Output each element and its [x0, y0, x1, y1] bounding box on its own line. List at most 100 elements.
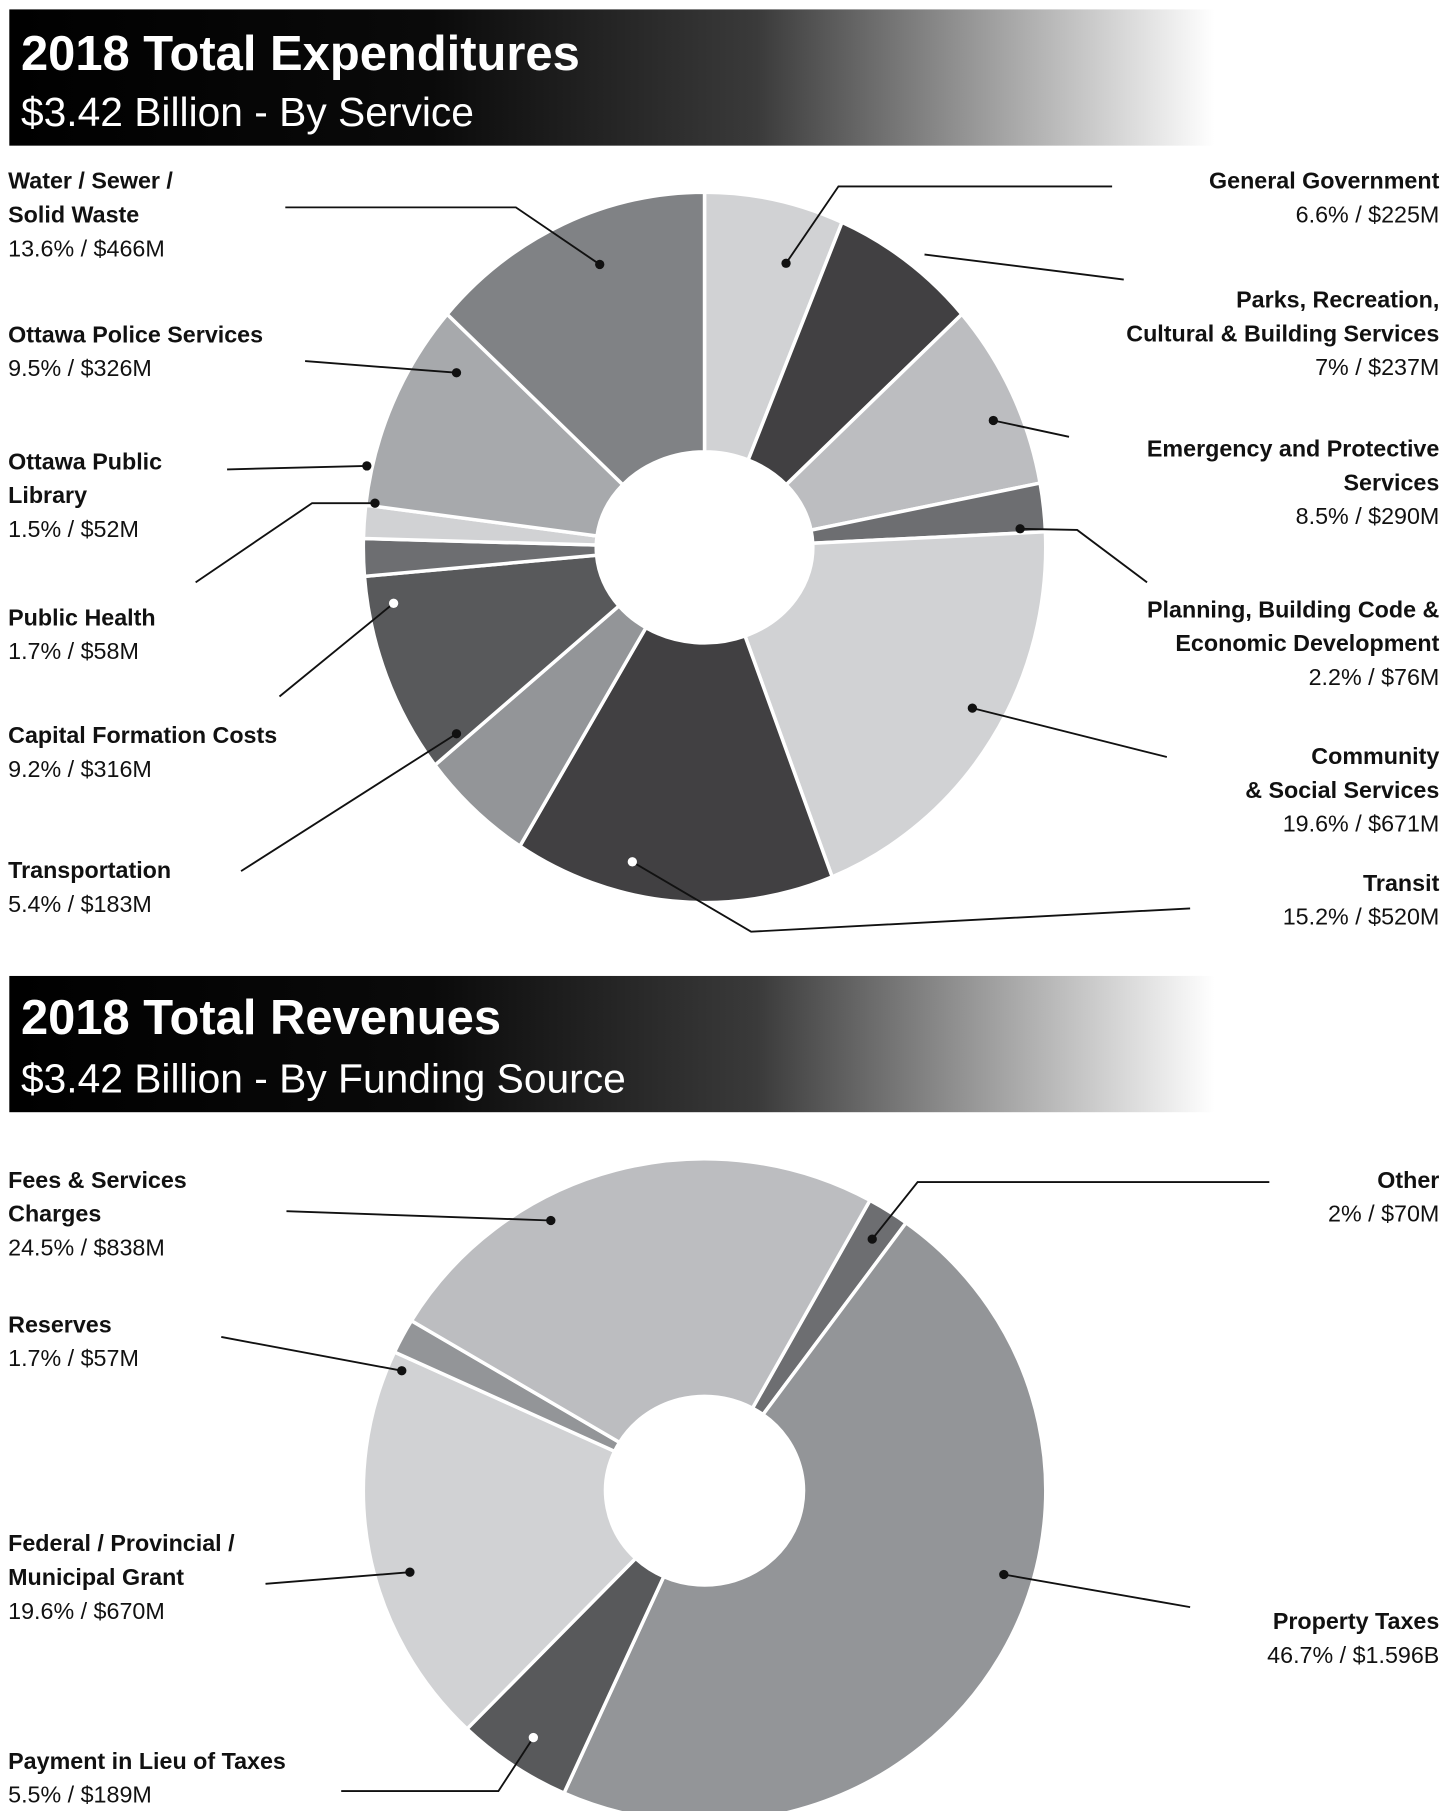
leader-line: [1020, 527, 1148, 584]
slice-value: 6.6% / $225M: [1296, 202, 1440, 228]
leader-line: [227, 464, 367, 471]
leader-dot: [999, 1569, 1009, 1580]
revenues-labels: Other 2% / $70M Property Taxes 46.7% / $1.5…: [8, 1167, 1439, 1808]
revenues-title: 2018 Total Revenues: [21, 991, 501, 1045]
label-capital-formation-costs: Capital Formation Costs 9.2% / $316M: [8, 722, 277, 782]
slice-name: Water / Sewer /: [8, 168, 173, 194]
leader-dot: [595, 259, 605, 270]
leader-line: [265, 1571, 410, 1585]
slice-name: Economic Development: [1175, 630, 1439, 656]
label-ottawa-public-library: Ottawa Public Library 1.5% / $52M: [8, 448, 162, 542]
leader-dot: [867, 1234, 877, 1244]
slice-value: 5.5% / $189M: [8, 1782, 152, 1808]
label-emergency-and-protective-services: Emergency and Protective Services 8.5% / $…: [1147, 436, 1439, 530]
expenditures-header: 2018 Total Expenditures $3.42 Billion - …: [9, 9, 1215, 146]
leader-dot: [362, 461, 372, 471]
slice-name: Reserves: [8, 1311, 112, 1337]
leader-dot: [627, 857, 637, 867]
label-transportation: Transportation 5.4% / $183M: [8, 857, 171, 917]
label-reserves: Reserves 1.7% / $57M: [8, 1311, 139, 1371]
slice-name: Charges: [8, 1201, 101, 1227]
leader-line: [195, 502, 375, 584]
expenditures-labels: General Government 6.6% / $225M Parks, Rec…: [8, 168, 1440, 933]
label-general-government: General Government 6.6% / $225M: [1209, 168, 1440, 228]
leader-dot: [370, 498, 380, 508]
slice-name: Fees & Services: [8, 1167, 187, 1193]
leader-line: [278, 602, 395, 698]
label-water-sewer-solid-waste: Water / Sewer / Solid Waste 13.6% / $466M: [8, 168, 173, 262]
expenditures-title: 2018 Total Expenditures: [21, 27, 580, 81]
slice-name: Payment in Lieu of Taxes: [8, 1748, 286, 1774]
leader-line: [993, 419, 1070, 438]
label-public-health: Public Health 1.7% / $58M: [8, 604, 155, 664]
expenditures-header-band: [9, 9, 1215, 146]
label-federal-provincial-municipal-grant: Federal / Provincial / Municipal Grant 19.…: [8, 1530, 235, 1624]
leader-dot: [528, 1732, 539, 1743]
slice-name: Property Taxes: [1273, 1608, 1439, 1634]
slice-name: Federal / Provincial /: [8, 1530, 235, 1556]
leader-line: [785, 185, 1113, 264]
slice-value: 7% / $237M: [1315, 354, 1439, 380]
slice-capital-formation-costs: [362, 553, 622, 768]
leader-dot: [388, 598, 399, 608]
slice-value: 15.2% / $520M: [1283, 904, 1440, 930]
label-payment-in-lieu-of-taxes: Payment in Lieu of Taxes 5.5% / $189M: [8, 1748, 286, 1808]
slice-name: Transit: [1363, 870, 1440, 896]
slice-value: 9.5% / $326M: [8, 355, 152, 381]
slice-value: 8.5% / $290M: [1296, 503, 1440, 529]
slice-community-social-services: [742, 529, 1048, 880]
slice-name: Ottawa Public: [8, 448, 162, 474]
leader-line: [221, 1336, 402, 1372]
leader-line: [240, 732, 457, 872]
label-community-social-services: Community & Social Services 19.6% / $671M: [1245, 743, 1439, 837]
expenditures-donut-chart: [361, 190, 1048, 905]
slice-name: Ottawa Police Services: [8, 321, 263, 347]
label-property-taxes: Property Taxes 46.7% / $1.596B: [1267, 1608, 1439, 1668]
leader-dot: [967, 703, 978, 713]
slice-name: General Government: [1209, 168, 1440, 194]
leader-dot: [451, 729, 462, 739]
slice-transit: [517, 625, 835, 905]
revenues-header-band: [9, 975, 1215, 1113]
leader-dot: [988, 415, 998, 426]
slice-value: 19.6% / $670M: [8, 1598, 165, 1624]
slice-fees-services-charges: [409, 1157, 873, 1445]
slice-name: Solid Waste: [8, 202, 139, 228]
slice-ottawa-police-services: [363, 311, 626, 539]
revenues-header: 2018 Total Revenues $3.42 Billion - By F…: [9, 975, 1215, 1113]
label-ottawa-police-services: Ottawa Police Services 9.5% / $326M: [8, 321, 263, 381]
slice-name: Emergency and Protective: [1147, 436, 1439, 462]
slice-property-taxes: [561, 1220, 1048, 1811]
leader-dot: [405, 1567, 415, 1577]
expenditures-subtitle: $3.42 Billion - By Service: [21, 89, 474, 135]
leader-line: [286, 1210, 551, 1222]
revenues-subtitle: $3.42 Billion - By Funding Source: [21, 1055, 626, 1101]
slice-water-sewer-solid-waste: [444, 190, 707, 488]
leader-dot: [915, 249, 925, 259]
leader-line: [1003, 1573, 1191, 1609]
leader-line: [871, 1181, 1270, 1240]
label-fees-services-charges: Fees & Services Charges 24.5% / $838M: [8, 1167, 187, 1261]
slice-name: Other: [1377, 1167, 1439, 1193]
slice-name: Public Health: [8, 604, 155, 630]
slice-value: 13.6% / $466M: [8, 235, 165, 261]
slice-name: Community: [1311, 743, 1439, 769]
slice-name: Parks, Recreation,: [1236, 287, 1439, 313]
leader-line: [305, 360, 457, 374]
slice-value: 2.2% / $76M: [1309, 664, 1440, 690]
slice-name: Municipal Grant: [8, 1564, 184, 1590]
slice-name: & Social Services: [1245, 777, 1439, 803]
leader-line: [919, 253, 1124, 281]
label-other: Other 2% / $70M: [1328, 1167, 1439, 1227]
leader-dot: [781, 258, 791, 268]
slice-emergency-and-protective-services: [783, 311, 1043, 533]
leader-dot: [546, 1215, 556, 1226]
leader-dot: [1015, 524, 1025, 534]
slice-name: Library: [8, 482, 87, 508]
revenues-donut-chart: [361, 1157, 1048, 1811]
slice-value: 9.2% / $316M: [8, 756, 152, 782]
leader-line: [631, 861, 1191, 933]
label-parks-recreation-cultural-building-services: Parks, Recreation, Cultural & Building Se…: [1126, 287, 1439, 381]
slice-value: 1.5% / $52M: [8, 516, 139, 542]
